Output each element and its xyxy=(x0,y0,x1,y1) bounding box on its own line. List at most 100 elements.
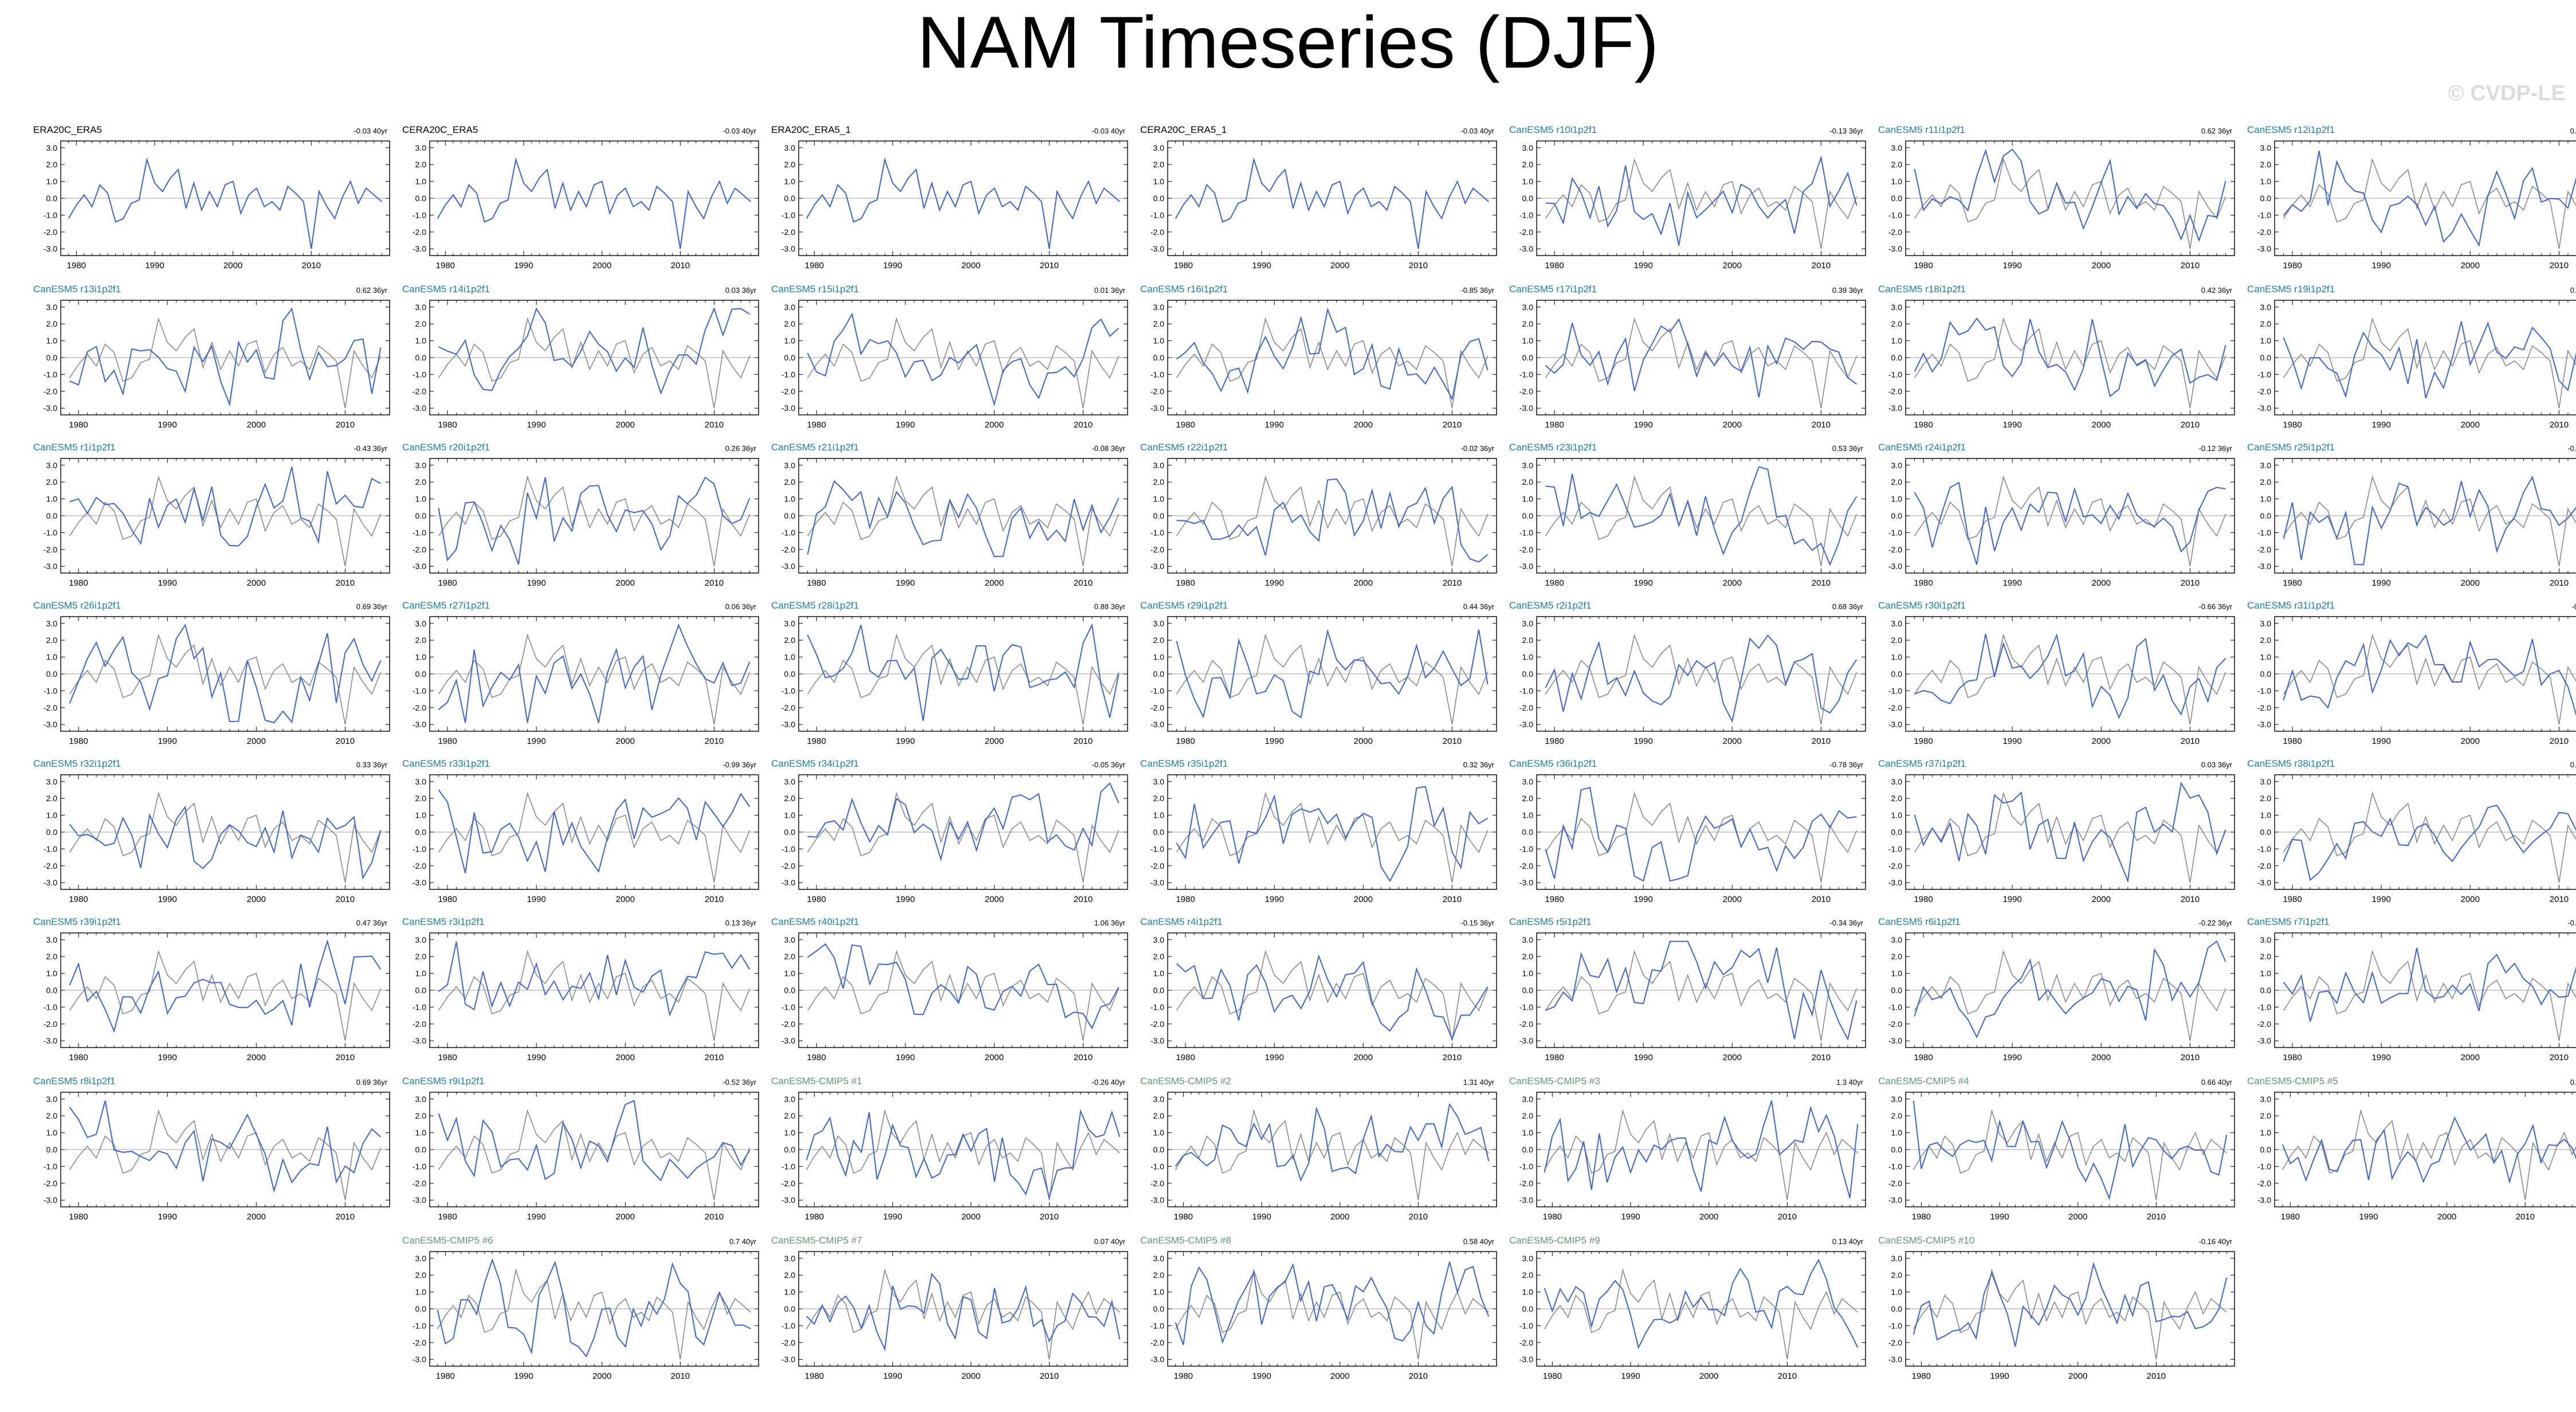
panel-plot: 3.0 2.0 1.0 0.0 -1.0 -2.0 -3.0 1980 1990 2000 2010 xyxy=(1150,1092,1497,1222)
y-tick-label: 1.0 xyxy=(1522,969,1534,978)
x-tick-label: 2010 xyxy=(1074,1053,1093,1062)
y-tick-label: -3.0 xyxy=(1888,720,1902,729)
y-tick-label: 2.0 xyxy=(1522,160,1534,169)
panel-trend: -0.52 36yr xyxy=(722,1078,756,1087)
x-tick-label: 1980 xyxy=(805,261,824,270)
y-tick-label: -1.0 xyxy=(782,1002,795,1011)
x-tick-label: 1990 xyxy=(2002,420,2021,430)
y-tick-label: -1.0 xyxy=(2257,528,2271,537)
x-tick-label: 1990 xyxy=(158,1212,176,1222)
y-tick-label: -3.0 xyxy=(44,878,57,887)
x-tick-label: 2000 xyxy=(616,736,635,746)
series-line-member xyxy=(2283,634,2576,716)
x-tick-label: 1990 xyxy=(2002,736,2021,746)
panel: CERA20C_ERA5_1 -0.03 40yr 3.0 2.0 1.0 0.0 -1.0… xyxy=(1140,124,1507,280)
x-tick-label: 1980 xyxy=(438,736,457,746)
y-tick-label: -3.0 xyxy=(2257,1036,2271,1045)
panel-label: CanESM5 r3i1p2f1 xyxy=(402,916,485,927)
y-tick-label: 2.0 xyxy=(415,794,427,803)
panel: CanESM5 r34i1p2f1 -0.05 36yr 3.0 2.0 1.0 0.0 -… xyxy=(771,758,1138,913)
panel-trend: -0.66 36yr xyxy=(2198,602,2232,611)
y-tick-label: 2.0 xyxy=(415,160,427,169)
y-tick-label: 2.0 xyxy=(415,1111,427,1120)
panel-trend: 0.06 36yr xyxy=(725,602,756,611)
y-tick-label: 2.0 xyxy=(46,794,58,803)
panel-plot: 3.0 2.0 1.0 0.0 -1.0 -2.0 -3.0 1980 1990 2000 2010 xyxy=(782,140,1128,270)
series-line-member xyxy=(2283,805,2576,881)
panel-label: CanESM5 r11i1p2f1 xyxy=(1878,124,1965,135)
x-tick-label: 1990 xyxy=(527,736,545,746)
y-tick-label: -3.0 xyxy=(1150,1195,1164,1205)
x-tick-label: 2010 xyxy=(671,261,690,270)
y-tick-label: 0.0 xyxy=(1153,194,1165,203)
y-tick-label: 0.0 xyxy=(1153,353,1165,362)
y-tick-label: 1.0 xyxy=(2260,177,2272,186)
x-tick-label: 1990 xyxy=(514,261,533,270)
x-tick-label: 1980 xyxy=(1545,895,1564,904)
x-tick-label: 1990 xyxy=(1265,736,1283,746)
panel: CanESM5 r19i1p2f1 0.22 36yr 3.0 2.0 1.0 0.0 -1… xyxy=(2247,283,2576,439)
x-tick-label: 1990 xyxy=(1633,578,1652,588)
y-tick-label: 3.0 xyxy=(415,461,427,470)
y-tick-label: -3.0 xyxy=(413,1195,426,1205)
panel-label: CanESM5 r24i1p2f1 xyxy=(1878,442,1966,453)
x-tick-label: 2000 xyxy=(616,578,635,588)
series-line-member xyxy=(69,466,381,547)
y-tick-label: 2.0 xyxy=(1153,1111,1165,1120)
panel-label: CanESM5 r12i1p2f1 xyxy=(2247,124,2335,135)
panel-plot: 3.0 2.0 1.0 0.0 -1.0 -2.0 -3.0 1980 1990 2000 2010 xyxy=(1519,140,1866,270)
panel: CanESM5 r12i1p2f1 0.56 36yr 3.0 2.0 1.0 0.0 -1… xyxy=(2247,124,2576,280)
x-tick-label: 2000 xyxy=(2092,1053,2111,1062)
series-line-member xyxy=(806,1109,1121,1200)
x-tick-label: 2000 xyxy=(616,1053,635,1062)
panel-label: CanESM5 r31i1p2f1 xyxy=(2247,600,2335,611)
panel-label: CanESM5 r17i1p2f1 xyxy=(1509,284,1597,295)
y-tick-label: -2.0 xyxy=(413,228,426,237)
y-tick-label: 3.0 xyxy=(415,935,427,944)
page-title: NAM Timeseries (DJF) xyxy=(917,2,1659,84)
x-tick-label: 1980 xyxy=(1914,578,1933,588)
x-tick-label: 1990 xyxy=(2002,895,2021,904)
y-tick-label: 0.0 xyxy=(46,1145,58,1154)
y-tick-label: -2.0 xyxy=(44,228,57,237)
series-line-member xyxy=(1176,478,1489,563)
series-line-member xyxy=(1914,940,2226,1039)
y-tick-label: -1.0 xyxy=(1888,686,1902,695)
panel-label: CanESM5 r7i1p2f1 xyxy=(2247,916,2330,927)
y-tick-label: -2.0 xyxy=(1888,387,1902,396)
y-tick-label: -3.0 xyxy=(2257,720,2271,729)
y-tick-label: 3.0 xyxy=(1153,1095,1165,1104)
series-line-member xyxy=(1176,786,1489,882)
series-line-member xyxy=(1175,1103,1490,1182)
x-tick-label: 1990 xyxy=(2371,578,2390,588)
x-tick-label: 2010 xyxy=(1409,261,1428,270)
panel-trend: -0.03 40yr xyxy=(1091,127,1125,135)
x-tick-label: 2000 xyxy=(247,1212,266,1222)
panel-label: CanESM5 r34i1p2f1 xyxy=(771,758,859,769)
x-tick-label: 1990 xyxy=(896,895,914,904)
y-tick-label: 0.0 xyxy=(1891,194,1903,203)
series-line-member xyxy=(1914,781,2226,884)
y-tick-label: -3.0 xyxy=(782,1036,795,1045)
series-line-observation xyxy=(807,633,1120,725)
y-tick-label: -2.0 xyxy=(413,545,426,554)
y-tick-label: -2.0 xyxy=(1888,545,1902,554)
x-tick-label: 2000 xyxy=(985,736,1004,746)
y-tick-label: 2.0 xyxy=(2260,636,2272,645)
x-tick-label: 1990 xyxy=(2002,1053,2021,1062)
y-tick-label: 2.0 xyxy=(784,1111,796,1120)
x-tick-label: 1980 xyxy=(1543,1212,1562,1222)
series-line-member xyxy=(69,307,382,407)
panel-trend: -0.12 36yr xyxy=(2567,444,2576,453)
y-tick-label: -2.0 xyxy=(1150,703,1164,712)
y-tick-label: 2.0 xyxy=(1522,1111,1534,1120)
y-tick-label: 1.0 xyxy=(1891,653,1903,662)
series-line-observation xyxy=(1914,633,2226,725)
x-tick-label: 2000 xyxy=(1723,261,1742,270)
series-line-observation xyxy=(807,317,1120,409)
y-tick-label: 1.0 xyxy=(1153,811,1165,820)
y-tick-label: 1.0 xyxy=(46,811,58,820)
y-tick-label: 1.0 xyxy=(784,653,796,662)
x-tick-label: 1990 xyxy=(527,578,545,588)
x-tick-label: 2000 xyxy=(2092,420,2111,430)
